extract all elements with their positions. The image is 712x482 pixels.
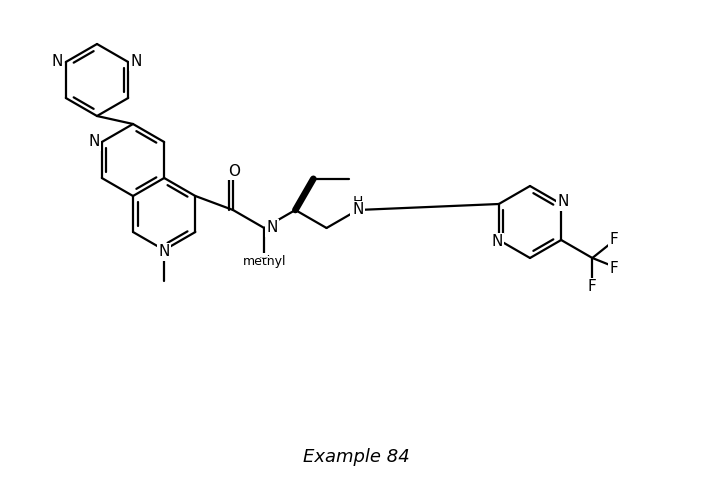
Text: O: O xyxy=(228,163,240,178)
Text: methyl_stub: methyl_stub xyxy=(260,256,268,258)
Text: Example 84: Example 84 xyxy=(303,448,409,466)
Text: F: F xyxy=(588,279,597,295)
Text: N: N xyxy=(88,134,100,149)
Text: N: N xyxy=(51,54,63,69)
Text: N: N xyxy=(130,54,142,69)
Text: N: N xyxy=(491,235,503,250)
Text: methyl: methyl xyxy=(242,254,286,268)
Text: N: N xyxy=(159,244,170,259)
Text: F: F xyxy=(609,261,618,276)
Text: F: F xyxy=(609,232,618,247)
Text: H: H xyxy=(352,195,363,209)
Text: N: N xyxy=(266,220,278,236)
Text: N: N xyxy=(557,195,569,210)
Text: N: N xyxy=(352,202,363,217)
